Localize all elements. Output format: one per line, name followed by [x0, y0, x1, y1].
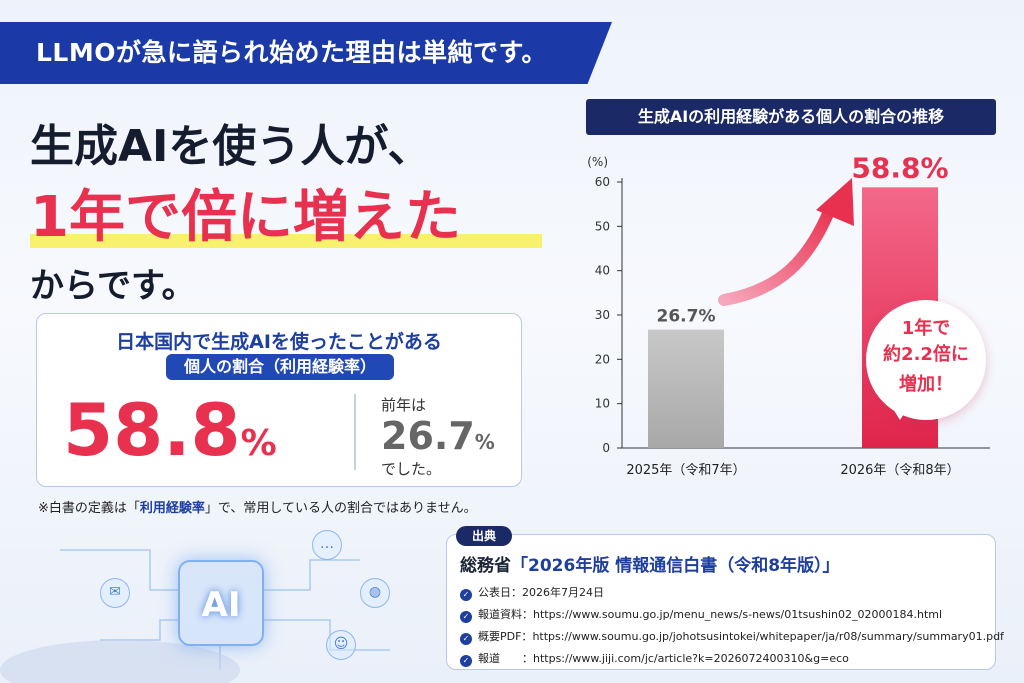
- data-label: 58.8%: [851, 151, 948, 184]
- source-label: 報道 ：: [478, 652, 533, 665]
- check-icon: ✓: [460, 655, 472, 667]
- prev-year-number: 26.7: [381, 414, 475, 458]
- data-label: 26.7%: [657, 307, 716, 327]
- growth-arrowhead: [816, 178, 854, 226]
- source-value: 2026年7月24日: [522, 586, 604, 599]
- chat-icon: …: [312, 530, 342, 560]
- circuit-lines: [0, 549, 390, 683]
- y-tick-label: 50: [595, 219, 610, 233]
- source-row-date: ✓ 公表日：2026年7月24日: [460, 584, 604, 601]
- bar: [648, 329, 724, 448]
- y-tick-label: 20: [595, 352, 610, 366]
- y-tick-label: 10: [595, 397, 610, 411]
- y-tick-label: 0: [602, 441, 610, 455]
- check-icon: ✓: [460, 589, 472, 601]
- source-tag: 出典: [456, 526, 512, 546]
- ai-illustration: AI … ◍ ☺ ✉: [0, 520, 430, 683]
- users-icon: ☺: [326, 630, 356, 660]
- y-tick-label: 30: [595, 308, 610, 322]
- check-icon: ✓: [460, 611, 472, 623]
- note-suffix: 」で、常用している人の割合ではありません。: [204, 501, 477, 516]
- source-row-pdf[interactable]: ✓ 概要PDF：https://www.soumu.go.jp/johotsusi…: [460, 628, 1004, 645]
- globe-icon: ◍: [360, 578, 390, 608]
- stat-number: 58.8: [63, 388, 241, 472]
- prev-year-value: 26.7%: [381, 414, 495, 458]
- source-link[interactable]: https://www.soumu.go.jp/menu_news/s-news…: [533, 608, 943, 621]
- message-icon: ✉: [100, 578, 130, 608]
- y-tick-label: 40: [595, 264, 610, 278]
- source-document: 「2026年版 情報通信白書（令和8年版）」: [511, 556, 840, 576]
- source-box: [446, 534, 996, 670]
- headline-line2: 1年で倍に増えた: [30, 185, 461, 250]
- stat-divider: [354, 394, 356, 470]
- check-icon: ✓: [460, 633, 472, 645]
- chart-title: 生成AIの利用経験がある個人の割合の推移: [586, 99, 996, 135]
- source-label: 概要PDF：: [478, 630, 533, 643]
- definition-note: ※白書の定義は「利用経験率」で、常用している人の割合ではありません。: [38, 497, 477, 516]
- source-link[interactable]: https://www.jiji.com/jc/article?k=202607…: [533, 652, 849, 665]
- prev-year-unit: %: [474, 430, 495, 454]
- source-label: 報道資料：: [478, 608, 533, 621]
- stat-box: 日本国内で生成AIを使ったことがある 個人の割合（利用経験率） 58.8% 前年…: [36, 313, 522, 487]
- source-title: 総務省「2026年版 情報通信白書（令和8年版）」: [460, 551, 840, 576]
- growth-arrow: [718, 198, 838, 306]
- x-tick-label: 2026年（令和8年）: [840, 463, 959, 478]
- banner-text: LLMOが急に語られ始めた理由は単純です。: [36, 38, 547, 67]
- ai-chip-label: AI: [201, 585, 241, 625]
- headline-line1: 生成AIを使う人が、: [30, 121, 432, 172]
- source-row-news[interactable]: ✓ 報道 ：https://www.jiji.com/jc/article?k=2…: [460, 650, 849, 667]
- source-label: 公表日：: [478, 586, 522, 599]
- badge-tail: [890, 404, 910, 420]
- y-axis-unit: (%): [587, 155, 608, 169]
- x-tick-label: 2025年（令和7年）: [626, 463, 745, 478]
- ai-chip-icon: AI: [178, 560, 264, 646]
- growth-badge: 1年で 約2.2倍に 増加！: [866, 300, 986, 420]
- prev-year-label: 前年は: [381, 396, 427, 414]
- stat-unit: %: [240, 423, 277, 464]
- badge-line3: 増加！: [899, 374, 953, 395]
- stat-description: 日本国内で生成AIを使ったことがある: [116, 331, 442, 353]
- headline-highlight: [30, 234, 542, 248]
- headline-line3: からです。: [30, 266, 196, 306]
- prev-year-suffix: でした。: [381, 460, 442, 478]
- stat-pill: 個人の割合（利用経験率）: [166, 354, 394, 380]
- y-tick-label: 60: [595, 175, 610, 189]
- note-prefix: ※白書の定義は「: [38, 501, 140, 516]
- note-accent: 利用経験率: [139, 501, 205, 516]
- stat-value: 58.8%: [63, 388, 277, 478]
- badge-line2: 約2.2倍に: [883, 344, 969, 365]
- source-publisher: 総務省: [460, 556, 511, 576]
- source-row-press[interactable]: ✓ 報道資料：https://www.soumu.go.jp/menu_news/…: [460, 606, 942, 623]
- badge-line1: 1年で: [901, 318, 951, 339]
- top-banner: LLMOが急に語られ始めた理由は単純です。: [0, 22, 612, 84]
- source-link[interactable]: https://www.soumu.go.jp/johotsusintokei/…: [532, 630, 1004, 643]
